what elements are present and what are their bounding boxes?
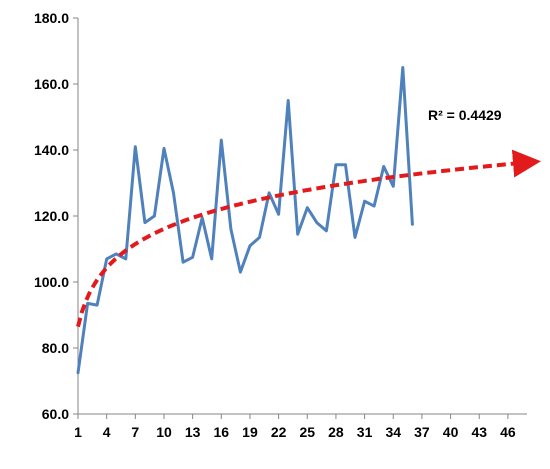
y-tick-label: 60.0 <box>42 406 69 422</box>
data-series-line <box>76 66 414 375</box>
y-tick-label: 80.0 <box>42 340 69 356</box>
y-tick-label: 180.0 <box>34 10 69 26</box>
trendline-layer <box>76 149 541 328</box>
x-tick-label: 37 <box>414 424 430 440</box>
x-tick-label: 13 <box>185 424 201 440</box>
x-tick-label: 4 <box>103 424 111 440</box>
x-tick-label: 40 <box>443 424 459 440</box>
y-tick-label: 120.0 <box>34 208 69 224</box>
x-axis-ticks: 1 4 7 10 13 16 19 22 25 28 31 34 37 40 43 46 <box>74 414 516 440</box>
x-tick-label: 10 <box>156 424 172 440</box>
x-tick-label: 7 <box>131 424 139 440</box>
x-tick-label: 22 <box>271 424 287 440</box>
y-axis-ticks: 60.0 80.0 100.0 120.0 140.0 160.0 180.0 <box>34 10 78 422</box>
x-tick-label: 28 <box>328 424 344 440</box>
x-tick-label: 1 <box>74 424 82 440</box>
y-tick-label: 100.0 <box>34 274 69 290</box>
x-tick-label: 43 <box>471 424 487 440</box>
x-tick-label: 46 <box>500 424 516 440</box>
y-tick-label: 160.0 <box>34 76 69 92</box>
x-tick-label: 16 <box>214 424 230 440</box>
trendline <box>76 149 541 328</box>
series-layer <box>76 66 414 375</box>
x-tick-label: 19 <box>242 424 258 440</box>
x-tick-label: 34 <box>385 424 401 440</box>
r-squared-annotation: R² = 0.4429 <box>428 107 502 123</box>
x-tick-label: 31 <box>357 424 373 440</box>
y-tick-label: 140.0 <box>34 142 69 158</box>
x-tick-label: 25 <box>299 424 315 440</box>
